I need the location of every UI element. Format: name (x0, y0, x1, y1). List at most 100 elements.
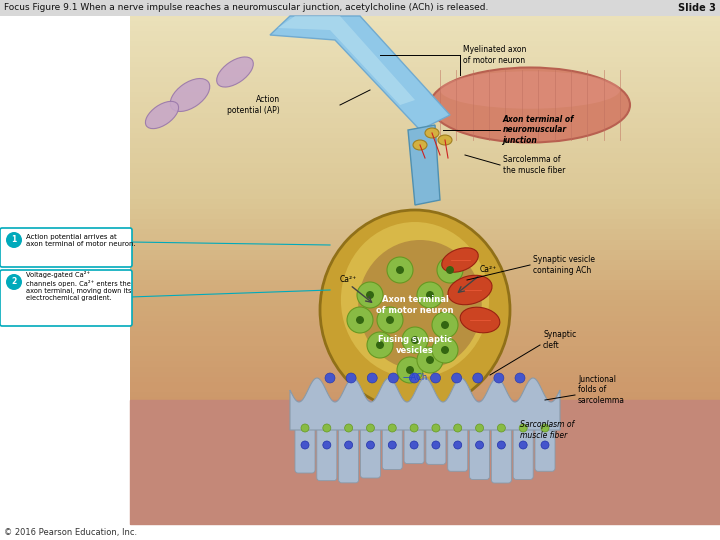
Circle shape (454, 424, 462, 432)
Bar (130, 219, 720, 225)
Ellipse shape (425, 128, 439, 138)
FancyBboxPatch shape (426, 422, 446, 464)
Bar (130, 260, 720, 266)
Bar (130, 107, 720, 113)
FancyBboxPatch shape (448, 422, 468, 471)
Bar (130, 453, 720, 459)
Circle shape (323, 424, 330, 432)
Circle shape (417, 347, 443, 373)
Bar (130, 123, 720, 129)
Bar (130, 326, 720, 332)
Bar (130, 82, 720, 88)
Bar (130, 392, 720, 398)
FancyBboxPatch shape (338, 422, 359, 483)
Bar (130, 72, 720, 78)
Text: Action potential arrives at
axon terminal of motor neuron.: Action potential arrives at axon termina… (26, 233, 136, 246)
Bar (130, 188, 720, 195)
Bar (130, 143, 720, 149)
Bar (130, 103, 720, 109)
Bar (130, 46, 720, 52)
Ellipse shape (413, 140, 427, 150)
Bar (130, 372, 720, 377)
Circle shape (366, 291, 374, 299)
Bar (130, 112, 720, 119)
Ellipse shape (170, 78, 210, 111)
FancyBboxPatch shape (469, 422, 490, 480)
Bar (130, 97, 720, 103)
Bar (130, 36, 720, 43)
Bar (130, 51, 720, 58)
FancyBboxPatch shape (295, 422, 315, 473)
Bar (130, 483, 720, 489)
Circle shape (410, 424, 418, 432)
Circle shape (541, 441, 549, 449)
Circle shape (388, 373, 398, 383)
Bar (130, 458, 720, 464)
Circle shape (356, 316, 364, 324)
Ellipse shape (440, 71, 620, 109)
Circle shape (411, 336, 419, 344)
Bar (130, 118, 720, 124)
FancyBboxPatch shape (361, 422, 380, 478)
Circle shape (437, 257, 463, 283)
Circle shape (441, 346, 449, 354)
Circle shape (367, 332, 393, 358)
Bar (130, 361, 720, 368)
Bar (0, 524, 720, 540)
Circle shape (473, 373, 483, 383)
Circle shape (446, 266, 454, 274)
Bar (130, 280, 720, 286)
Bar (130, 504, 720, 510)
Bar (130, 230, 720, 235)
Text: 2: 2 (12, 278, 17, 287)
Ellipse shape (448, 275, 492, 305)
Circle shape (432, 312, 458, 338)
Circle shape (541, 424, 549, 432)
Text: Voltage-gated Ca²⁺
channels open. Ca²⁺ enters the
axon terminal, moving down its: Voltage-gated Ca²⁺ channels open. Ca²⁺ e… (26, 272, 132, 301)
Circle shape (301, 441, 309, 449)
Text: Junctional
folds of
sarcolemma: Junctional folds of sarcolemma (578, 375, 625, 405)
Bar (130, 519, 720, 525)
Bar (130, 214, 720, 220)
Circle shape (410, 441, 418, 449)
Bar (130, 478, 720, 484)
Circle shape (347, 307, 373, 333)
Bar (130, 153, 720, 159)
FancyBboxPatch shape (404, 422, 424, 464)
Bar (130, 265, 720, 271)
Bar (130, 87, 720, 93)
Text: —ACh: —ACh (402, 373, 428, 381)
Text: Ca²⁺: Ca²⁺ (339, 275, 356, 285)
Circle shape (366, 424, 374, 432)
Circle shape (397, 357, 423, 383)
Bar (130, 397, 720, 403)
Circle shape (432, 337, 458, 363)
Circle shape (366, 441, 374, 449)
Bar (130, 92, 720, 98)
Text: Sarcoplasm of
muscle fiber: Sarcoplasm of muscle fiber (520, 420, 574, 440)
Circle shape (6, 232, 22, 248)
Bar (130, 407, 720, 413)
Bar (130, 300, 720, 307)
FancyBboxPatch shape (491, 422, 511, 483)
Circle shape (367, 373, 377, 383)
Circle shape (396, 266, 404, 274)
Ellipse shape (341, 222, 489, 378)
Bar (0, 16, 130, 524)
Circle shape (498, 424, 505, 432)
Bar (0, 0, 720, 16)
Bar (130, 179, 720, 185)
Ellipse shape (359, 240, 482, 370)
Text: 1: 1 (12, 235, 17, 245)
Ellipse shape (320, 210, 510, 410)
Bar (130, 306, 720, 312)
Bar (130, 422, 720, 428)
Text: Myelinated axon
of motor neuron: Myelinated axon of motor neuron (463, 45, 526, 65)
Bar (130, 514, 720, 520)
Bar (130, 168, 720, 174)
Circle shape (431, 373, 441, 383)
Bar (130, 417, 720, 423)
Circle shape (451, 373, 462, 383)
Bar (130, 249, 720, 256)
Bar (130, 412, 720, 418)
